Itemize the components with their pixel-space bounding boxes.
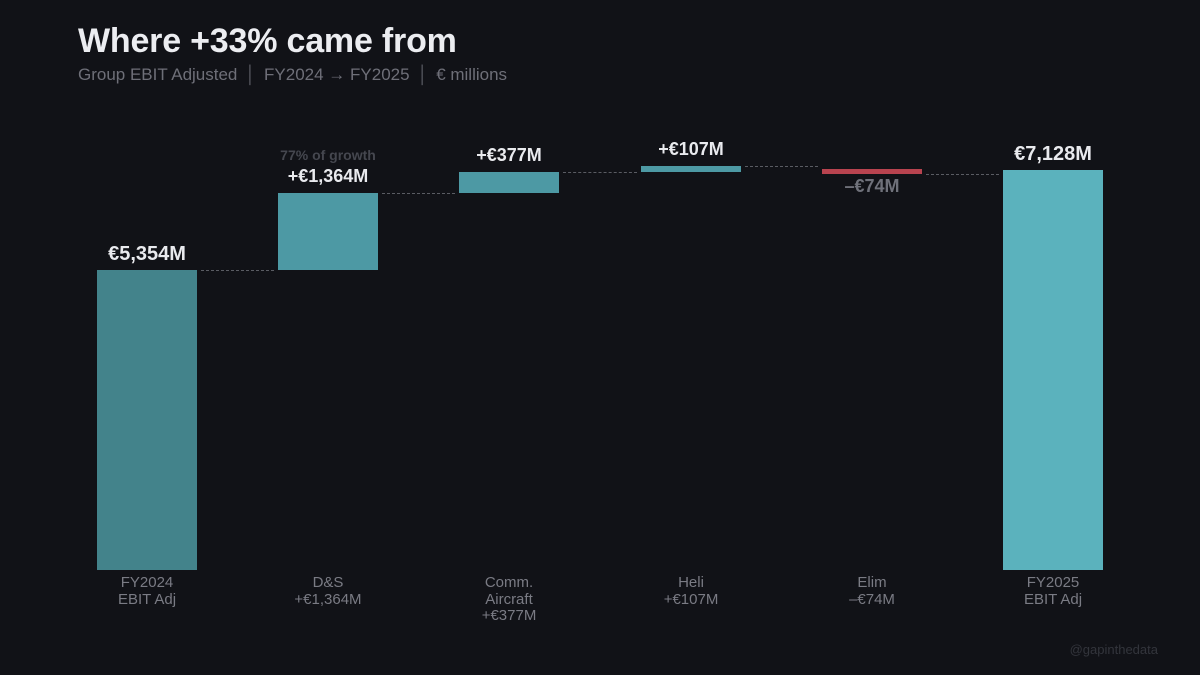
subtitle-period: FY2024 → FY2025 xyxy=(264,65,410,84)
bar-elim xyxy=(822,169,922,174)
category-label: FY2025 EBIT Adj xyxy=(1023,574,1083,608)
connector-line xyxy=(563,171,637,173)
chart-subtitle: Group EBIT Adjusted │ FY2024 → FY2025 │ € mi… xyxy=(78,65,507,85)
value-label: –€74M xyxy=(844,176,900,196)
annotation-note: 77% of growth xyxy=(280,147,376,163)
value-label: +€377M xyxy=(476,144,542,165)
bar-fy2024-ebit-adj xyxy=(97,269,197,570)
subtitle-separator: │ xyxy=(417,65,429,84)
watermark: @gapinthedata xyxy=(1069,642,1158,657)
category-label: Comm. Aircraft +€377M xyxy=(481,574,537,624)
connector-line xyxy=(745,165,818,167)
bar-comm-aircraft xyxy=(459,171,559,193)
chart-title: Where +33% came from xyxy=(78,22,457,60)
connector-line xyxy=(926,174,999,176)
value-label: +€1,364M xyxy=(287,166,369,186)
category-label: FY2024 EBIT Adj xyxy=(117,574,177,608)
category-label: Heli +€107M xyxy=(663,574,719,608)
connector-line xyxy=(382,193,455,194)
connector-line xyxy=(201,269,274,271)
bar-heli xyxy=(641,165,741,172)
value-label: €5,354M xyxy=(108,242,186,265)
category-label: Elim –€74M xyxy=(849,574,895,608)
value-label: €7,128M xyxy=(1014,143,1092,165)
subtitle-unit: € millions xyxy=(436,65,508,84)
bar-d-s xyxy=(278,193,378,270)
value-label: +€107M xyxy=(658,138,724,159)
bar-fy2025-ebit-adj xyxy=(1003,170,1103,570)
subtitle-separator: │ xyxy=(245,65,257,84)
category-label: D&S +€1,364M xyxy=(294,574,362,608)
subtitle-metric: Group EBIT Adjusted xyxy=(78,65,238,84)
